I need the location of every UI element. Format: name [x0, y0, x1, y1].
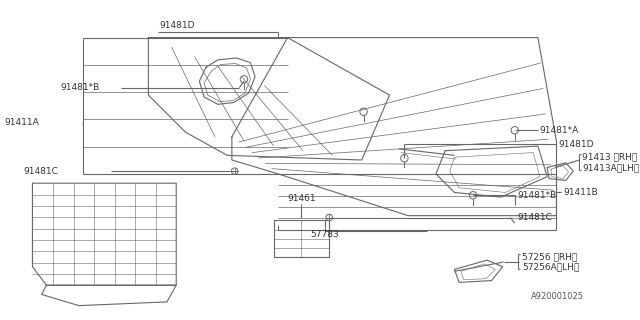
Text: 91411A: 91411A	[4, 118, 40, 127]
Text: 91411B: 91411B	[563, 188, 598, 197]
Text: 91461: 91461	[287, 195, 316, 204]
Text: 91481C: 91481C	[23, 167, 58, 176]
Text: 91413 〈RH〉: 91413 〈RH〉	[582, 153, 637, 162]
Text: 57256A〈LH〉: 57256A〈LH〉	[522, 262, 579, 271]
Text: 91481D: 91481D	[159, 21, 195, 30]
Text: A920001025: A920001025	[531, 292, 584, 301]
Text: 57256 〈RH〉: 57256 〈RH〉	[522, 252, 577, 261]
Text: 91481*A: 91481*A	[540, 126, 579, 135]
Text: 57783: 57783	[310, 230, 339, 239]
Text: 91481C: 91481C	[518, 213, 552, 222]
Text: 91481D: 91481D	[558, 140, 594, 149]
Text: 91413A〈LH〉: 91413A〈LH〉	[582, 163, 640, 172]
Text: 91481*B: 91481*B	[518, 191, 557, 200]
Text: 91481*B: 91481*B	[60, 83, 100, 92]
